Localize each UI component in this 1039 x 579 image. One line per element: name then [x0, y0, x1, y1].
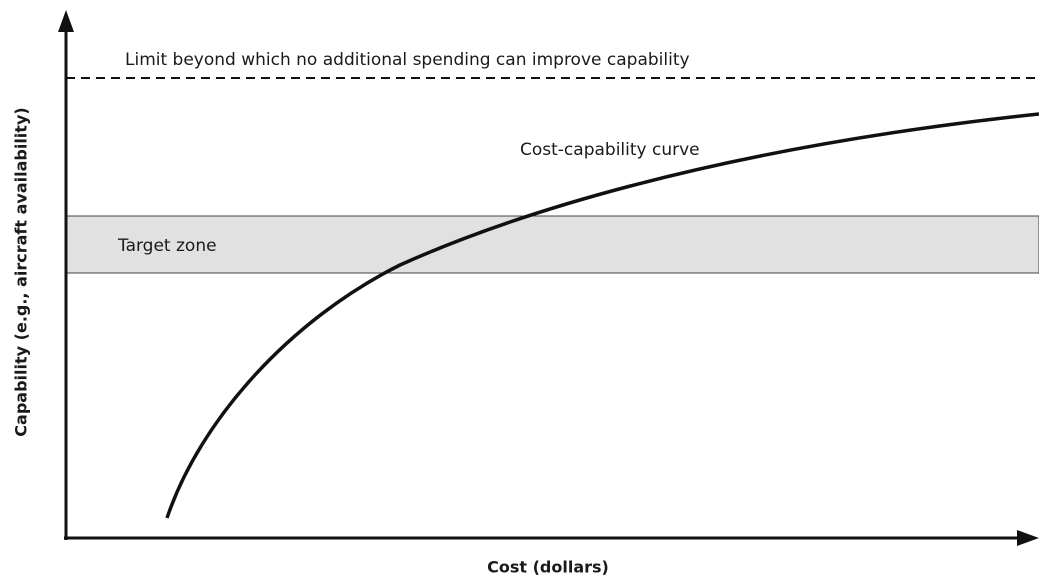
- y-axis-label: Capability (e.g., aircraft availability): [12, 107, 31, 436]
- x-axis-arrow: [1017, 530, 1039, 546]
- x-axis-label: Cost (dollars): [487, 558, 609, 577]
- cost-capability-curve: [165, 112, 1039, 519]
- zone-label: Target zone: [117, 236, 217, 256]
- target-zone-band: [65, 215, 1039, 274]
- limit-label: Limit beyond which no additional spendin…: [125, 50, 690, 70]
- curve-label: Cost-capability curve: [520, 140, 700, 160]
- y-axis-arrow: [58, 10, 74, 32]
